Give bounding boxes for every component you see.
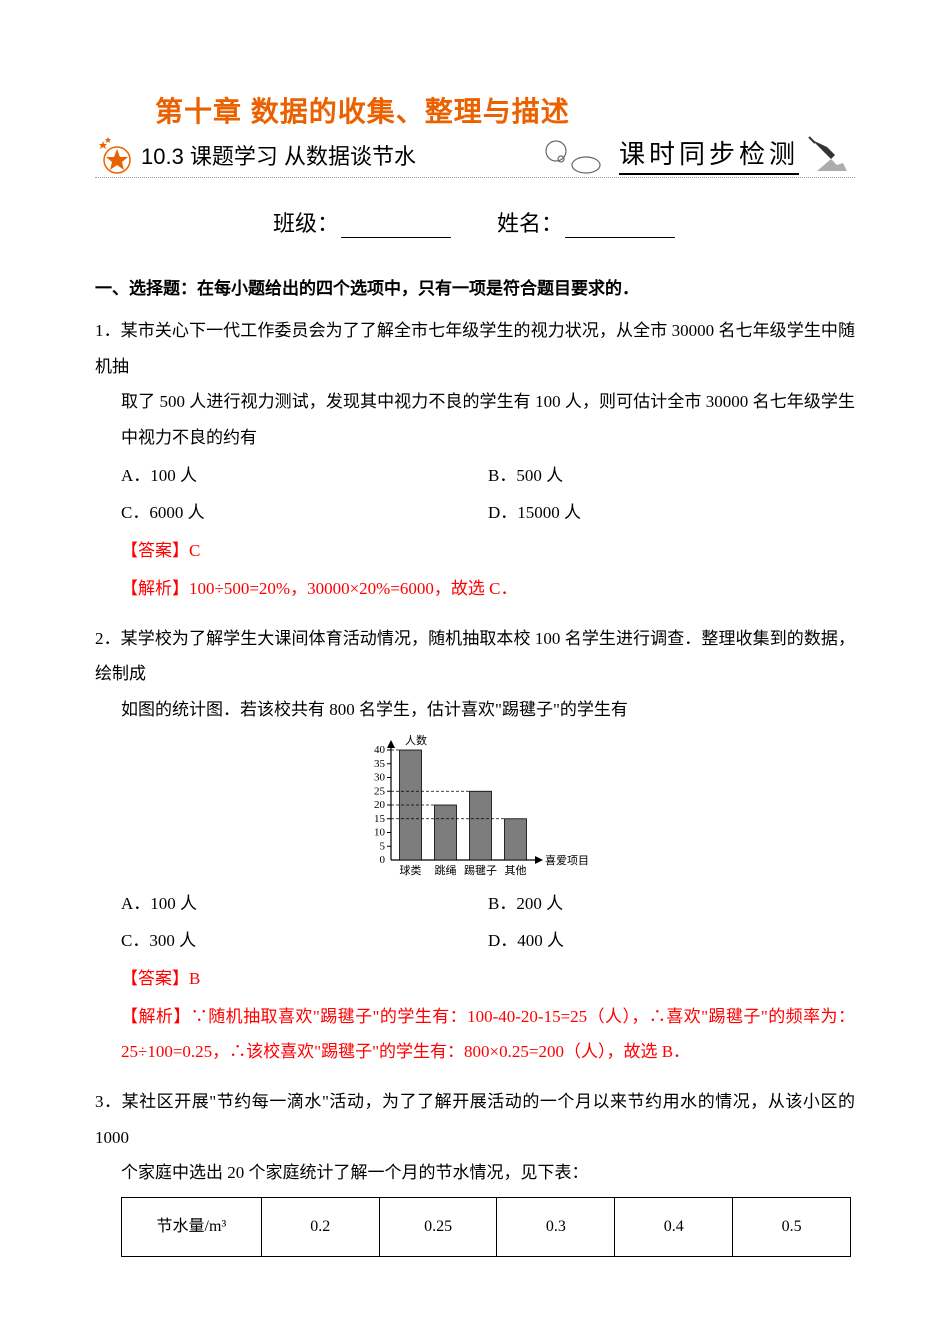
bubble-icon	[541, 135, 611, 175]
q1-text-line1: 1．某市关心下一代工作委员会为了了解全市七年级学生的视力状况，从全市 30000…	[95, 313, 855, 384]
q2-answer: 【答案】B	[95, 961, 855, 997]
question-3: 3．某社区开展"节约每一滴水"活动，为了了解开展活动的一个月以来节约用水的情况，…	[95, 1084, 855, 1257]
q1-options-row2: C．6000 人 D．15000 人	[95, 495, 855, 531]
svg-text:踢毽子: 踢毽子	[464, 863, 497, 877]
header-section: 第十章 数据的收集、整理与描述 10.3 课题学习 从数据谈节水 课时同步检测	[95, 90, 855, 178]
q2-options-row1: A．100 人 B．200 人	[95, 886, 855, 922]
svg-text:喜爱项目: 喜爱项目	[545, 854, 589, 867]
table-cell: 0.25	[379, 1198, 497, 1257]
q1-options-row1: A．100 人 B．500 人	[95, 458, 855, 494]
q2-options-row2: C．300 人 D．400 人	[95, 923, 855, 959]
q3-table: 节水量/m³0.20.250.30.40.5	[121, 1197, 851, 1257]
question-1: 1．某市关心下一代工作委员会为了了解全市七年级学生的视力状况，从全市 30000…	[95, 313, 855, 607]
subtitle-right: 课时同步检测	[541, 134, 855, 175]
q2-text-a: 某学校为了解学生大课间体育活动情况，随机抽取本校 100 名学生进行调查．整理收…	[95, 629, 855, 684]
q1-text-a: 某市关心下一代工作委员会为了了解全市七年级学生的视力状况，从全市 30000 名…	[95, 321, 855, 376]
q1-option-a: A．100 人	[121, 458, 488, 494]
q1-text-b: 取了 500 人进行视力测试，发现其中视力不良的学生有 100 人，则可估计全市…	[95, 384, 855, 455]
lesson-code: 10.3 课题学习 从数据谈节水	[141, 139, 416, 171]
svg-text:人数: 人数	[405, 734, 427, 747]
star-badge-icon	[95, 135, 135, 175]
subtitle-row: 10.3 课题学习 从数据谈节水 课时同步检测	[95, 134, 855, 178]
q1-number: 1．	[95, 321, 121, 340]
q2-option-b: B．200 人	[488, 886, 855, 922]
q1-option-b: B．500 人	[488, 458, 855, 494]
q2-option-a: A．100 人	[121, 886, 488, 922]
class-label: 班级：	[273, 211, 339, 236]
svg-text:40: 40	[374, 744, 386, 756]
svg-text:15: 15	[374, 812, 386, 824]
q3-text-b: 个家庭中选出 20 个家庭统计了解一个月的节水情况，见下表：	[95, 1155, 855, 1191]
q3-text-line1: 3．某社区开展"节约每一滴水"活动，为了了解开展活动的一个月以来节约用水的情况，…	[95, 1084, 855, 1155]
class-blank	[341, 214, 451, 238]
svg-text:10: 10	[374, 826, 386, 838]
section-title: 一、选择题：在每小题给出的四个选项中，只有一项是符合题目要求的．	[95, 274, 855, 299]
svg-text:球类: 球类	[400, 863, 422, 877]
svg-text:5: 5	[380, 840, 386, 852]
q1-option-c: C．6000 人	[121, 495, 488, 531]
q2-bar-chart: 5101520253035400人数喜爱项目球类跳绳踢毽子其他	[355, 732, 595, 882]
table-row: 节水量/m³0.20.250.30.40.5	[122, 1198, 851, 1257]
q1-analysis: 【解析】100÷500=20%，30000×20%=6000，故选 C．	[95, 571, 855, 607]
chapter-title: 第十章 数据的收集、整理与描述	[95, 90, 855, 134]
q3-text-a: 某社区开展"节约每一滴水"活动，为了了解开展活动的一个月以来节约用水的情况，从该…	[95, 1092, 855, 1147]
svg-text:其他: 其他	[505, 864, 527, 877]
q3-number: 3．	[95, 1092, 122, 1111]
q2-text-b: 如图的统计图．若该校共有 800 名学生，估计喜欢"踢毽子"的学生有	[95, 692, 855, 728]
table-cell: 0.3	[497, 1198, 615, 1257]
svg-text:跳绳: 跳绳	[435, 863, 457, 877]
table-cell: 0.5	[733, 1198, 851, 1257]
q2-option-c: C．300 人	[121, 923, 488, 959]
q2-analysis: 【解析】∵随机抽取喜欢"踢毽子"的学生有：100-40-20-15=25（人），…	[95, 999, 855, 1070]
q2-option-d: D．400 人	[488, 923, 855, 959]
table-cell: 0.4	[615, 1198, 733, 1257]
q1-option-d: D．15000 人	[488, 495, 855, 531]
table-cell: 节水量/m³	[122, 1198, 262, 1257]
lamp-icon	[807, 135, 855, 175]
svg-text:35: 35	[374, 757, 386, 769]
question-2: 2．某学校为了解学生大课间体育活动情况，随机抽取本校 100 名学生进行调查．整…	[95, 621, 855, 1071]
sync-label: 课时同步检测	[619, 134, 799, 175]
svg-text:20: 20	[374, 799, 386, 811]
class-name-row: 班级： 姓名：	[95, 206, 855, 238]
name-blank	[565, 214, 675, 238]
table-cell: 0.2	[261, 1198, 379, 1257]
svg-text:0: 0	[380, 854, 386, 866]
subtitle-left: 10.3 课题学习 从数据谈节水	[95, 135, 416, 175]
svg-text:25: 25	[374, 785, 386, 797]
q2-chart-wrap: 5101520253035400人数喜爱项目球类跳绳踢毽子其他	[95, 732, 855, 882]
q2-text-line1: 2．某学校为了解学生大课间体育活动情况，随机抽取本校 100 名学生进行调查．整…	[95, 621, 855, 692]
q1-answer: 【答案】C	[95, 533, 855, 569]
name-label: 姓名：	[497, 211, 563, 236]
q2-number: 2．	[95, 629, 121, 648]
svg-text:30: 30	[374, 771, 386, 783]
